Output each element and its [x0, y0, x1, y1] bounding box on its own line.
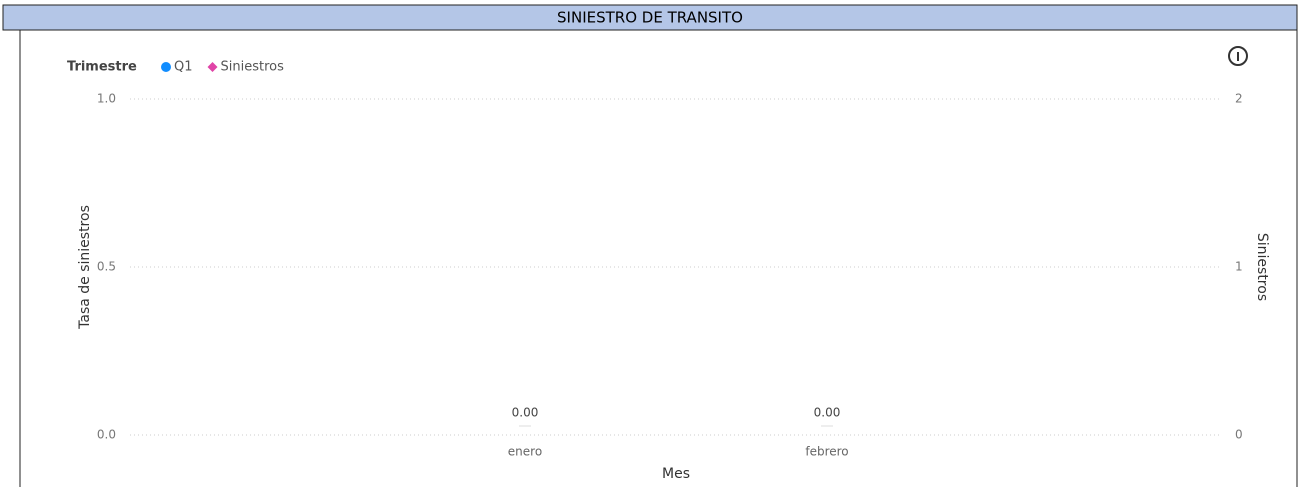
- legend-marker: [207, 62, 218, 72]
- header-title: SINIESTRO DE TRANSITO: [557, 9, 743, 27]
- x-tick-label: enero: [508, 445, 542, 459]
- y2-tick-label: 2: [1235, 92, 1243, 106]
- data-label: 0.00: [814, 406, 841, 420]
- x-tick-label: febrero: [805, 445, 848, 459]
- y2-tick-label: 0: [1235, 428, 1243, 442]
- y-tick-label: 1.0: [97, 92, 116, 106]
- legend-title: Trimestre: [67, 60, 137, 75]
- header-bar: [2, 4, 1298, 31]
- y2-tick-label: 1: [1235, 260, 1243, 274]
- x-axis-title: Mes: [662, 466, 690, 482]
- y-tick-label: 0.5: [97, 260, 116, 274]
- legend-label: Q1: [174, 60, 193, 75]
- info-icon[interactable]: [1228, 46, 1248, 66]
- legend-marker: [161, 62, 171, 72]
- y-axis-title: Tasa de siniestros: [77, 205, 93, 330]
- legend-label: Siniestros: [221, 60, 285, 75]
- y2-axis-title: Siniestros: [1254, 233, 1270, 301]
- data-label: 0.00: [512, 406, 539, 420]
- y-tick-label: 0.0: [97, 428, 116, 442]
